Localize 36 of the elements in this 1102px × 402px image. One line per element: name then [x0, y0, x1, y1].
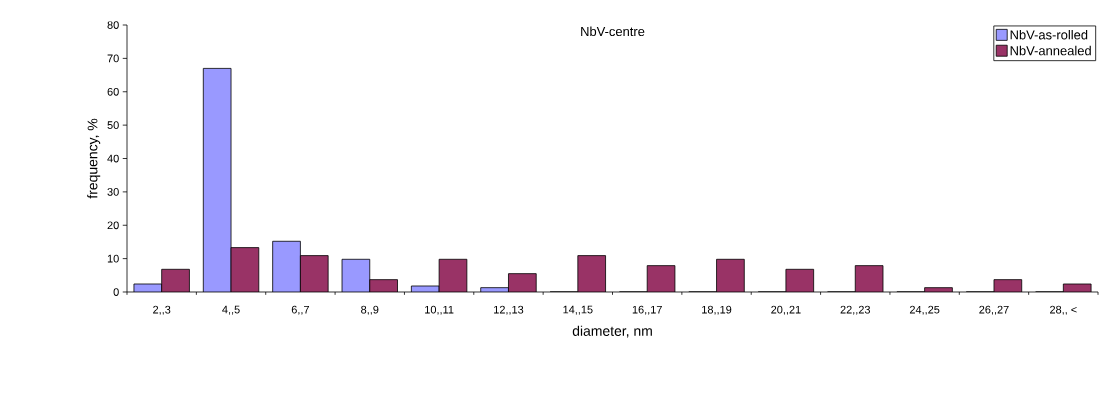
bar [300, 255, 329, 292]
x-tick-label: 24,,25 [909, 305, 940, 315]
y-tick-label: 30 [107, 188, 119, 196]
bar [203, 68, 232, 292]
chart-title: NbV-centre [581, 26, 645, 37]
x-tick-label: 28,, < [1050, 305, 1077, 315]
x-tick-label: 26,,27 [979, 305, 1009, 315]
x-tick-label: 16,,17 [632, 305, 662, 315]
x-tick-label: 12,,13 [494, 305, 524, 315]
x-tick-label: 14,,15 [563, 305, 593, 315]
bar [272, 241, 301, 292]
y-tick-label: 70 [107, 54, 119, 63]
bar [716, 259, 745, 292]
x-tick-label: 2,,3 [153, 305, 171, 315]
x-tick-label: 10,,11 [425, 305, 454, 315]
y-tick-label: 40 [107, 154, 119, 163]
x-axis-title: diameter, nm [572, 325, 652, 338]
y-tick-label: 60 [107, 87, 119, 96]
y-axis-title: frequency, % [87, 118, 101, 199]
legend-label: NbV-as-rolled [1010, 29, 1088, 40]
bar [508, 273, 537, 292]
x-tick-label: 8,,9 [361, 305, 379, 315]
x-tick-label: 22,,23 [840, 305, 871, 315]
bar [231, 247, 259, 292]
y-tick-label: 10 [107, 254, 119, 263]
x-tick-label: 20,,21 [771, 305, 801, 315]
x-tick-label: 6,,7 [291, 305, 309, 315]
y-tick-label: 80 [107, 21, 119, 29]
y-tick-label: 20 [107, 221, 119, 230]
x-tick-label: 18,,19 [702, 305, 732, 315]
bar [577, 255, 606, 292]
y-tick-label: 50 [107, 121, 119, 130]
bar [161, 269, 190, 292]
y-tick-label: 0 [113, 288, 119, 296]
legend-label: NbV-annealed [1010, 45, 1091, 56]
x-tick-label: 4,,5 [222, 305, 240, 315]
